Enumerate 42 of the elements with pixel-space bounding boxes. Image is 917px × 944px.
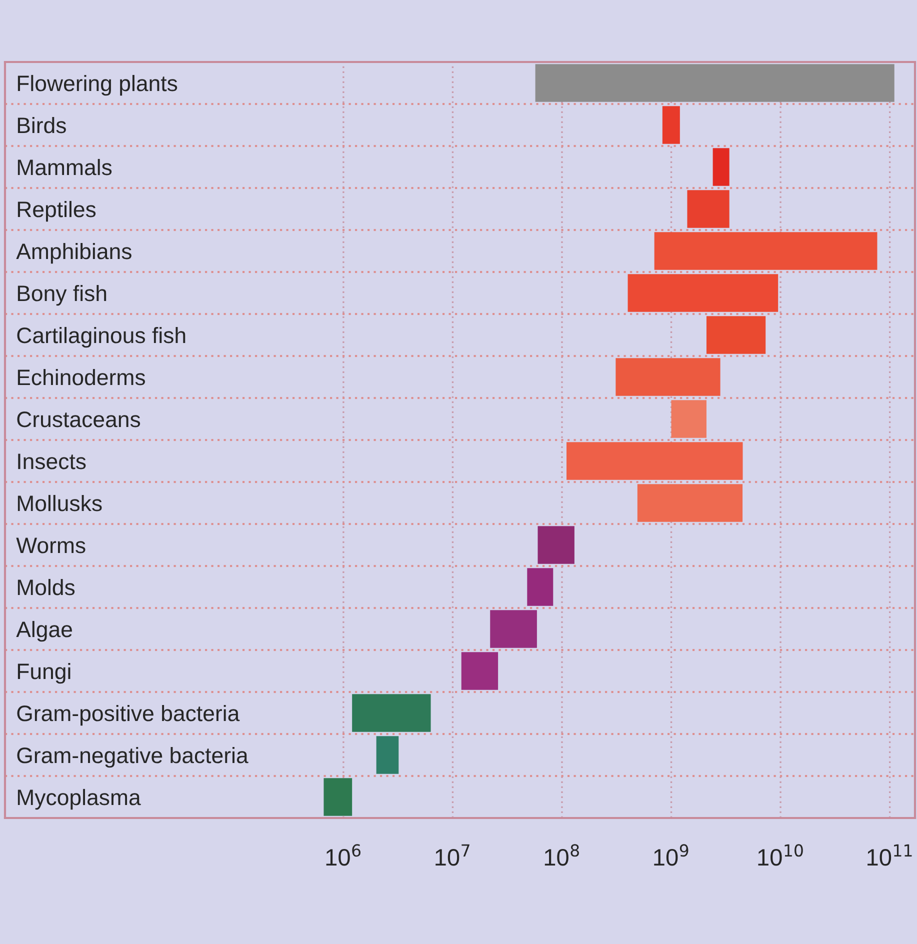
x-tick-label: 10$^{8}$ (544, 844, 579, 866)
x-tick-label: 10$^{11}$ (868, 844, 912, 866)
bar (654, 232, 878, 270)
y-tick-label: Mollusks (18, 494, 102, 512)
y-tick-label: Gram-negative bacteria (17, 746, 248, 768)
y-tick-label: Birds (18, 116, 66, 134)
y-tick-label: Mycoplasma (18, 788, 141, 810)
bar (628, 274, 778, 312)
y-tick-label: Gram-positive bacteria (17, 704, 240, 726)
y-tick-label: Reptiles (18, 200, 96, 222)
bar (616, 358, 720, 396)
x-tick-label: 10$^{10}$ (758, 844, 803, 866)
y-tick-label: Worms (16, 538, 86, 554)
bar (538, 526, 574, 564)
bar (527, 568, 554, 606)
bar (324, 778, 352, 816)
bar (671, 400, 706, 438)
y-tick-label: Mammals (18, 158, 112, 176)
bar (461, 652, 498, 690)
bar (637, 484, 743, 522)
y-tick-label: Insects (18, 454, 86, 470)
x-tick-label: 10$^{9}$ (654, 844, 688, 866)
y-tick-label: Echinoderms (18, 368, 145, 386)
y-tick-label: Flowering plants (18, 74, 178, 96)
bar (662, 106, 680, 144)
x-tick-label: 10$^{7}$ (436, 844, 470, 866)
bar (706, 316, 766, 354)
bar (687, 190, 730, 228)
y-tick-label: Bony fish (18, 284, 106, 306)
y-tick-label: Fungi (18, 662, 70, 684)
y-tick-label: Crustaceans (17, 412, 140, 428)
bar (712, 148, 730, 186)
y-tick-label: Amphibians (16, 242, 132, 264)
bar (535, 64, 894, 102)
bar (566, 442, 743, 480)
y-tick-label: Molds (18, 578, 75, 596)
bar (376, 736, 399, 774)
bar (490, 610, 537, 648)
bar (352, 694, 431, 732)
y-tick-label: Algae (16, 620, 72, 642)
y-tick-label: Cartilaginous fish (17, 326, 186, 348)
x-tick-label: 10$^{6}$ (326, 844, 360, 866)
